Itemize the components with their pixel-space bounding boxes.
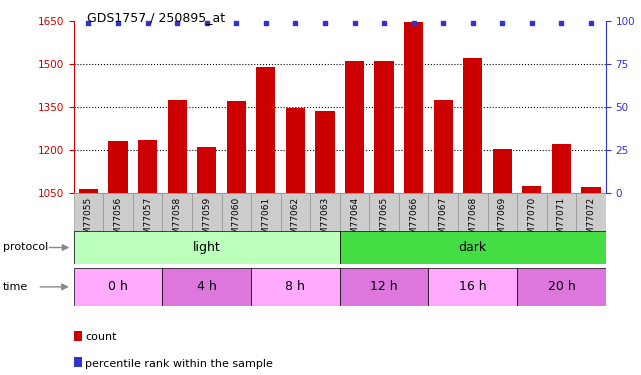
FancyBboxPatch shape	[428, 193, 458, 262]
Bar	[79, 189, 98, 193]
Text: 20 h: 20 h	[547, 280, 575, 293]
Bar	[108, 141, 128, 193]
Text: 16 h: 16 h	[459, 280, 487, 293]
FancyBboxPatch shape	[458, 193, 488, 262]
Text: GSM77057: GSM77057	[143, 196, 152, 246]
Text: GSM77069: GSM77069	[498, 196, 507, 246]
Text: GSM77062: GSM77062	[291, 196, 300, 246]
Bar	[522, 186, 542, 193]
Text: GSM77068: GSM77068	[468, 196, 478, 246]
FancyBboxPatch shape	[369, 193, 399, 262]
Bar	[493, 148, 512, 193]
FancyBboxPatch shape	[162, 268, 251, 306]
FancyBboxPatch shape	[74, 193, 103, 262]
FancyBboxPatch shape	[281, 193, 310, 262]
Text: protocol: protocol	[3, 243, 49, 252]
Text: light: light	[193, 241, 221, 254]
Text: GSM77056: GSM77056	[113, 196, 122, 246]
Text: GSM77067: GSM77067	[438, 196, 447, 246]
Text: count: count	[85, 333, 117, 342]
Text: 12 h: 12 h	[370, 280, 398, 293]
Bar	[433, 100, 453, 193]
Bar	[227, 101, 246, 193]
FancyBboxPatch shape	[74, 268, 162, 306]
FancyBboxPatch shape	[517, 193, 547, 262]
Bar	[345, 61, 364, 193]
FancyBboxPatch shape	[192, 193, 222, 262]
Text: 0 h: 0 h	[108, 280, 128, 293]
Text: GDS1757 / 250895_at: GDS1757 / 250895_at	[87, 11, 224, 24]
FancyBboxPatch shape	[340, 231, 606, 264]
Text: 4 h: 4 h	[197, 280, 217, 293]
Text: 8 h: 8 h	[285, 280, 305, 293]
FancyBboxPatch shape	[222, 193, 251, 262]
Bar	[581, 188, 601, 193]
FancyBboxPatch shape	[428, 268, 517, 306]
FancyBboxPatch shape	[74, 231, 340, 264]
Bar	[315, 111, 335, 193]
Text: GSM77066: GSM77066	[409, 196, 418, 246]
Bar	[256, 67, 276, 193]
Text: GSM77064: GSM77064	[350, 196, 359, 246]
Bar	[552, 144, 571, 193]
Text: GSM77059: GSM77059	[202, 196, 212, 246]
Text: GSM77065: GSM77065	[379, 196, 388, 246]
Bar	[138, 140, 157, 193]
FancyBboxPatch shape	[340, 268, 428, 306]
FancyBboxPatch shape	[162, 193, 192, 262]
Text: dark: dark	[459, 241, 487, 254]
Text: time: time	[3, 282, 28, 292]
FancyBboxPatch shape	[310, 193, 340, 262]
Text: GSM77071: GSM77071	[557, 196, 566, 246]
FancyBboxPatch shape	[517, 268, 606, 306]
Bar	[463, 58, 482, 193]
Text: GSM77058: GSM77058	[172, 196, 181, 246]
Text: GSM77063: GSM77063	[320, 196, 329, 246]
Bar	[286, 108, 305, 193]
Bar	[404, 22, 423, 193]
FancyBboxPatch shape	[399, 193, 428, 262]
FancyBboxPatch shape	[133, 193, 162, 262]
FancyBboxPatch shape	[340, 193, 369, 262]
FancyBboxPatch shape	[488, 193, 517, 262]
Text: GSM77061: GSM77061	[262, 196, 271, 246]
Text: GSM77060: GSM77060	[232, 196, 241, 246]
FancyBboxPatch shape	[251, 193, 281, 262]
FancyBboxPatch shape	[251, 268, 340, 306]
Bar	[374, 61, 394, 193]
Text: percentile rank within the sample: percentile rank within the sample	[85, 359, 273, 369]
Text: GSM77072: GSM77072	[587, 196, 595, 246]
Text: GSM77070: GSM77070	[528, 196, 537, 246]
Bar	[197, 147, 216, 193]
Bar	[167, 100, 187, 193]
FancyBboxPatch shape	[547, 193, 576, 262]
FancyBboxPatch shape	[576, 193, 606, 262]
FancyBboxPatch shape	[103, 193, 133, 262]
Text: GSM77055: GSM77055	[84, 196, 93, 246]
